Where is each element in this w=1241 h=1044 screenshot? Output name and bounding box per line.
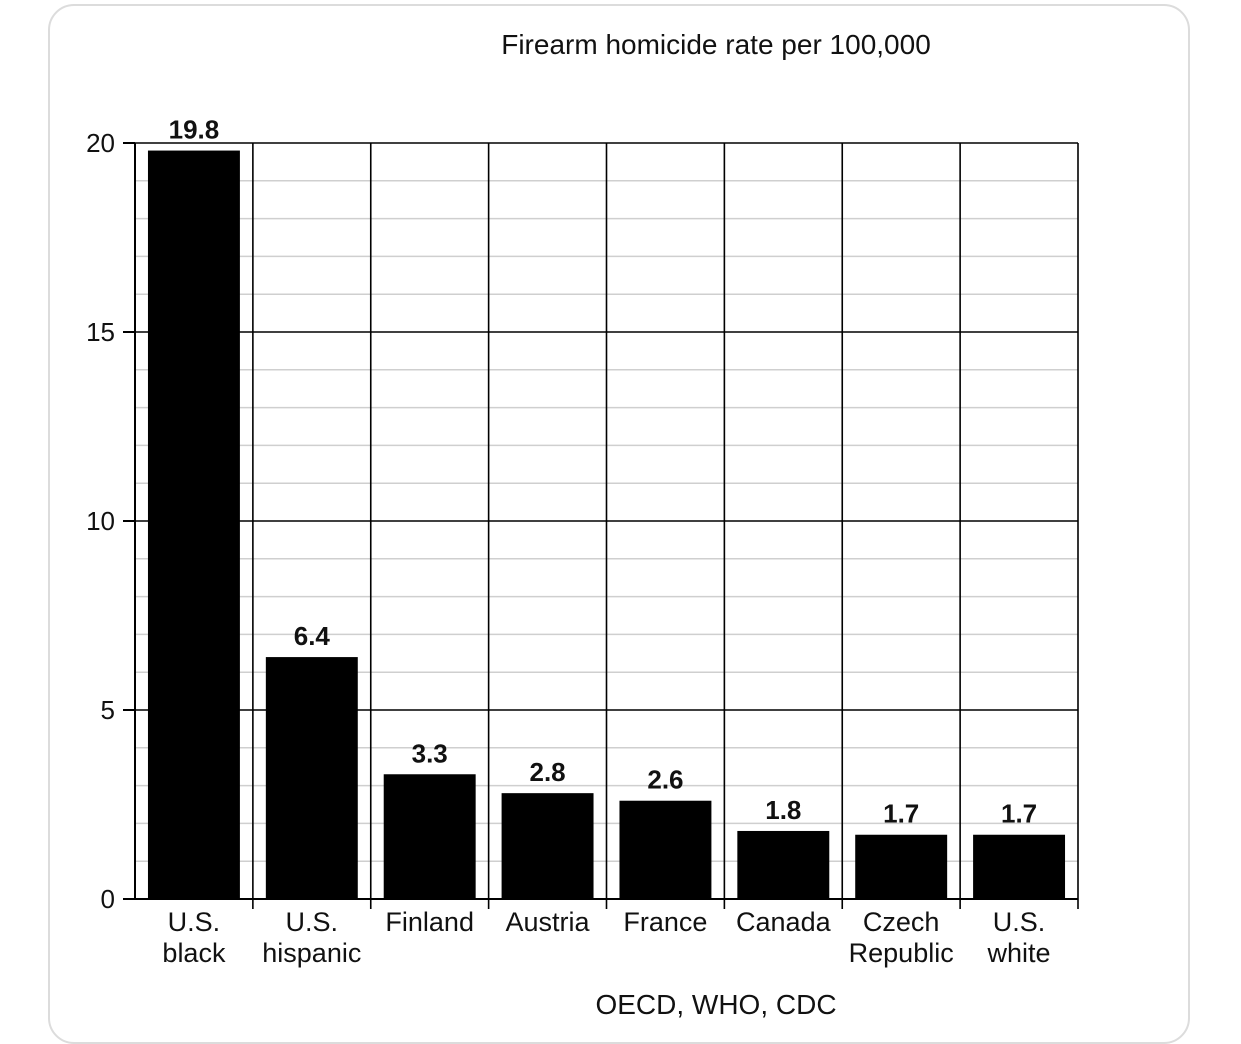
bar: [147, 150, 240, 899]
x-tick-label: Finland: [385, 907, 474, 937]
x-tick-label: Austria: [506, 907, 591, 937]
data-label: 2.8: [529, 757, 565, 787]
x-tick-label: U.S. white: [987, 907, 1051, 968]
bars: [147, 150, 1066, 899]
y-tick-label: 10: [86, 506, 115, 536]
y-tick-label: 5: [101, 695, 115, 725]
x-tick-label: U.S. hispanic: [262, 907, 361, 968]
bar: [855, 834, 948, 899]
x-tick-label: Canada: [736, 907, 832, 937]
data-label: 19.8: [169, 115, 220, 145]
bar: [737, 830, 830, 899]
source-label: OECD, WHO, CDC: [595, 989, 836, 1020]
x-tick-label: France: [623, 907, 707, 937]
bar: [265, 657, 358, 899]
x-tick-label: U.S. black: [162, 907, 226, 968]
bar: [383, 774, 476, 899]
data-label: 6.4: [294, 621, 331, 651]
bar: [619, 800, 712, 899]
y-tick-label: 15: [86, 317, 115, 347]
data-label: 1.8: [765, 795, 801, 825]
data-label: 1.7: [1001, 799, 1037, 829]
chart-title: Firearm homicide rate per 100,000: [501, 29, 931, 60]
data-labels: 19.8 6.4 3.3 2.8 2.6 1.8 1.7 1.7: [169, 115, 1038, 829]
data-label: 1.7: [883, 799, 919, 829]
bar: [973, 834, 1066, 899]
y-tick-label: 20: [86, 128, 115, 158]
y-axis-ticks: 0 5 10 15 20: [86, 128, 135, 914]
data-label: 3.3: [412, 738, 448, 768]
bar: [501, 793, 594, 899]
x-tick-label: Czech Republic: [849, 907, 954, 968]
x-axis-ticks: U.S. black U.S. hispanic Finland Austria Franc…: [162, 907, 1050, 968]
data-label: 2.6: [647, 765, 683, 795]
y-tick-label: 0: [101, 884, 115, 914]
